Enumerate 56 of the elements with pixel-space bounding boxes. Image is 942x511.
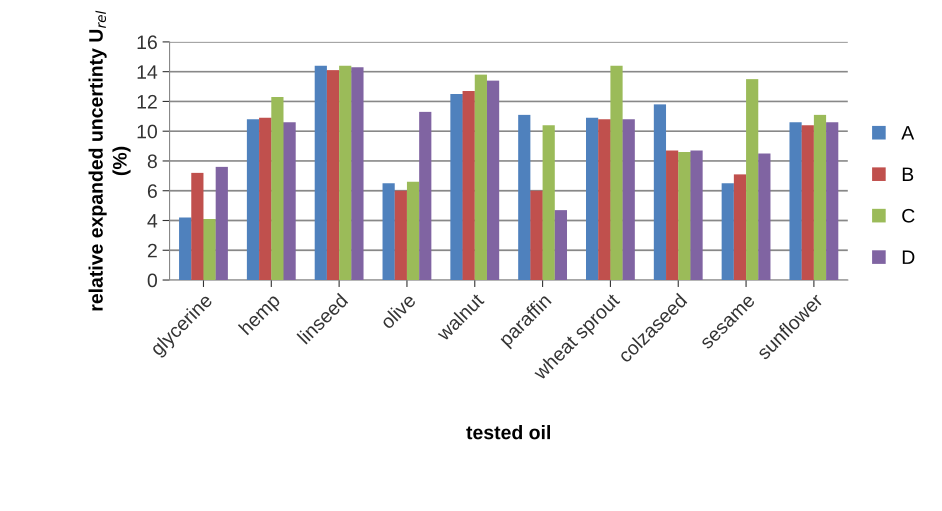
bar (554, 210, 568, 280)
bar (654, 104, 666, 280)
y-tick-label: 12 (138, 94, 157, 108)
bar (622, 119, 635, 280)
bar (382, 183, 395, 280)
bar (406, 182, 420, 280)
bar (826, 122, 838, 280)
bar (746, 79, 758, 280)
bar (450, 94, 463, 280)
bar (351, 67, 364, 280)
bar (419, 112, 432, 280)
x-axis-title: tested oil (466, 425, 550, 440)
bar (246, 119, 260, 280)
legend-label: B (902, 168, 914, 181)
legend-label: A (901, 126, 914, 140)
bar (690, 150, 703, 280)
bar (814, 114, 826, 280)
bar (598, 119, 610, 280)
bar (518, 114, 530, 280)
bar (734, 174, 746, 280)
bar (203, 219, 216, 280)
bar (314, 66, 327, 280)
bar (271, 96, 284, 280)
y-tick-label: 2 (148, 244, 157, 258)
bar (610, 66, 623, 280)
y-tick-label: 4 (147, 214, 158, 228)
bar (586, 118, 598, 280)
bar (722, 183, 734, 280)
bar (191, 172, 204, 280)
bar (284, 122, 296, 280)
bar (802, 125, 814, 280)
bar (326, 70, 340, 280)
bar (462, 91, 475, 280)
bar (486, 80, 500, 280)
bar (179, 218, 192, 280)
y-tick-label: 6 (148, 184, 157, 198)
bar (394, 190, 407, 280)
bar (259, 118, 272, 280)
y-tick-label: 10 (138, 124, 157, 138)
bar (474, 74, 487, 280)
bar (666, 150, 678, 280)
y-tick-label: 16 (138, 35, 157, 50)
x-tick-label: olive (379, 292, 416, 330)
bar (678, 152, 690, 280)
bar (530, 190, 543, 280)
legend-label: C (902, 208, 915, 223)
bar (339, 66, 352, 280)
y-tick-label: 8 (148, 154, 157, 168)
legend-label: D (902, 250, 914, 264)
y-tick-label: 14 (138, 65, 158, 79)
bar (758, 154, 770, 280)
bar (789, 122, 802, 280)
y-tick-label: 0 (148, 273, 157, 288)
bar (216, 166, 228, 280)
text: relative expanded uncertinty U$_{rel}$ (%) (88, 10, 131, 310)
bar (542, 125, 555, 280)
